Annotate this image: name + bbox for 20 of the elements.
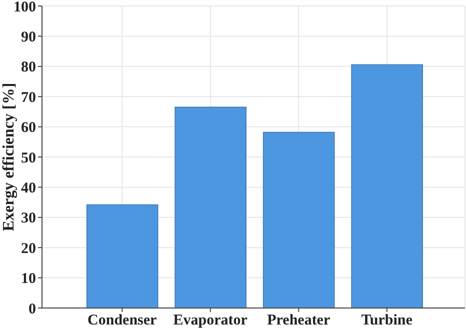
y-tick-label: 20 — [21, 240, 36, 257]
bar — [262, 132, 335, 308]
x-tick-label: Preheater — [267, 312, 330, 329]
y-tick-label: 50 — [21, 150, 36, 166]
y-tick-label: 30 — [21, 210, 36, 227]
x-tick-label: Evaporator — [173, 312, 248, 329]
bar — [351, 64, 423, 308]
y-tick-label: 0 — [28, 301, 36, 318]
y-tick-label: 10 — [21, 271, 36, 288]
y-tick-label: 100 — [14, 0, 36, 16]
bar — [86, 204, 158, 308]
y-tick-label: 70 — [21, 90, 36, 106]
y-axis-title: Exergy efficiency [%] — [0, 82, 18, 232]
y-tick-label: 40 — [21, 180, 36, 197]
y-tick-label: 60 — [21, 120, 36, 136]
x-tick-label: Condenser — [88, 312, 158, 329]
y-tick-label: 90 — [21, 30, 36, 46]
x-tick-label: Turbine — [361, 312, 413, 329]
bar — [174, 106, 246, 308]
y-tick-label: 80 — [21, 60, 36, 76]
